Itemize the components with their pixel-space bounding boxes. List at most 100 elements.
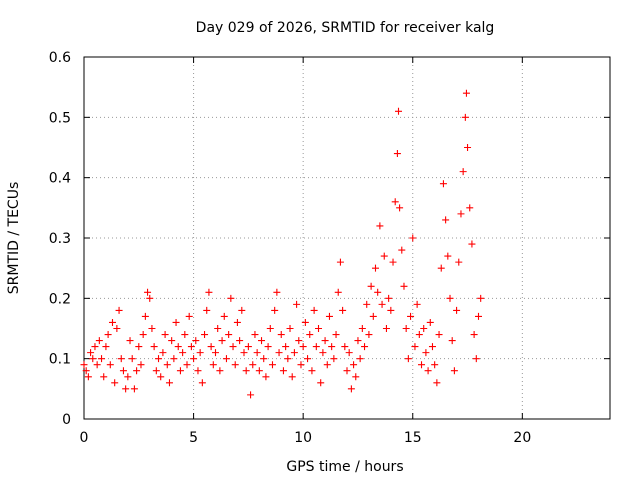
- data-point: [174, 343, 182, 351]
- data-point: [159, 349, 167, 357]
- data-point: [442, 216, 450, 224]
- data-point: [91, 343, 99, 351]
- data-point: [258, 337, 266, 345]
- data-point: [152, 367, 160, 375]
- data-point: [137, 361, 145, 369]
- data-point: [371, 264, 379, 272]
- data-point: [290, 349, 298, 357]
- data-point: [420, 325, 428, 332]
- data-point: [387, 306, 395, 314]
- data-point: [214, 325, 222, 332]
- data-point: [286, 325, 294, 332]
- data-point: [347, 385, 355, 393]
- data-point: [240, 349, 248, 357]
- grid-lines: [84, 57, 610, 419]
- data-point: [277, 331, 285, 339]
- data-point: [407, 312, 415, 320]
- data-point: [437, 264, 445, 272]
- data-point: [341, 343, 349, 351]
- data-point: [170, 355, 178, 363]
- data-point: [295, 337, 303, 345]
- data-point: [468, 240, 476, 248]
- data-point: [268, 361, 276, 369]
- data-point: [264, 343, 272, 351]
- data-point: [181, 331, 189, 339]
- data-point: [155, 355, 163, 363]
- data-point: [462, 89, 470, 97]
- data-point: [459, 168, 467, 176]
- data-point: [275, 349, 283, 357]
- y-tick-label: 0.4: [49, 171, 71, 187]
- data-point: [428, 343, 436, 351]
- data-point: [466, 204, 474, 212]
- data-point: [453, 306, 461, 314]
- data-point: [102, 343, 110, 351]
- data-point: [297, 361, 305, 369]
- data-point: [148, 325, 156, 332]
- data-points: [80, 89, 485, 399]
- data-point: [146, 294, 154, 302]
- data-point: [284, 355, 292, 363]
- data-point: [299, 343, 307, 351]
- data-point: [130, 385, 138, 393]
- data-point: [400, 282, 408, 290]
- axis-ticks: 0 5 10 15 20 0 0.1 0.2 0.3 0.4 0.5 0.6: [49, 50, 610, 446]
- data-point: [222, 355, 230, 363]
- data-point: [165, 379, 173, 387]
- data-point: [198, 379, 206, 387]
- data-point: [336, 258, 344, 266]
- data-point: [95, 337, 103, 345]
- y-tick-label: 0.1: [49, 352, 71, 368]
- y-tick-label: 0.2: [49, 291, 71, 307]
- data-point: [98, 355, 106, 363]
- data-point: [249, 361, 257, 369]
- data-point: [212, 349, 219, 357]
- data-point: [352, 373, 360, 381]
- data-point: [455, 258, 463, 266]
- data-point: [464, 144, 472, 151]
- data-point: [282, 343, 290, 351]
- y-tick-label: 0.6: [49, 50, 71, 66]
- data-point: [475, 312, 482, 320]
- data-point: [470, 331, 478, 339]
- data-point: [82, 367, 90, 375]
- data-point: [183, 361, 191, 369]
- data-point: [448, 337, 456, 345]
- data-point: [450, 367, 458, 375]
- data-point: [444, 252, 452, 260]
- data-point: [220, 312, 228, 320]
- data-point: [345, 349, 353, 357]
- data-point: [172, 318, 180, 326]
- data-point: [133, 367, 141, 375]
- data-point: [321, 337, 329, 345]
- data-point: [117, 355, 125, 363]
- data-point: [306, 331, 314, 339]
- data-point: [389, 258, 397, 266]
- data-point: [374, 288, 382, 296]
- data-point: [233, 318, 241, 326]
- data-point: [253, 349, 261, 357]
- data-point: [179, 349, 187, 357]
- data-point: [84, 373, 92, 381]
- data-point: [225, 331, 233, 339]
- y-axis-label: SRMTID / TECUs: [6, 182, 22, 295]
- data-point: [385, 294, 393, 302]
- data-point: [446, 294, 454, 302]
- x-tick-label: 0: [80, 430, 89, 446]
- data-point: [308, 367, 316, 375]
- data-point: [411, 343, 419, 351]
- data-point: [330, 355, 338, 363]
- data-point: [104, 331, 112, 339]
- data-point: [301, 318, 309, 326]
- data-point: [367, 282, 375, 290]
- x-tick-label: 10: [294, 430, 312, 446]
- data-point: [382, 325, 390, 332]
- data-point: [124, 373, 132, 381]
- x-tick-label: 5: [189, 430, 198, 446]
- data-point: [279, 367, 287, 375]
- data-point: [216, 367, 224, 375]
- data-point: [317, 379, 325, 387]
- data-point: [358, 325, 366, 332]
- data-point: [310, 306, 318, 314]
- data-point: [439, 180, 447, 188]
